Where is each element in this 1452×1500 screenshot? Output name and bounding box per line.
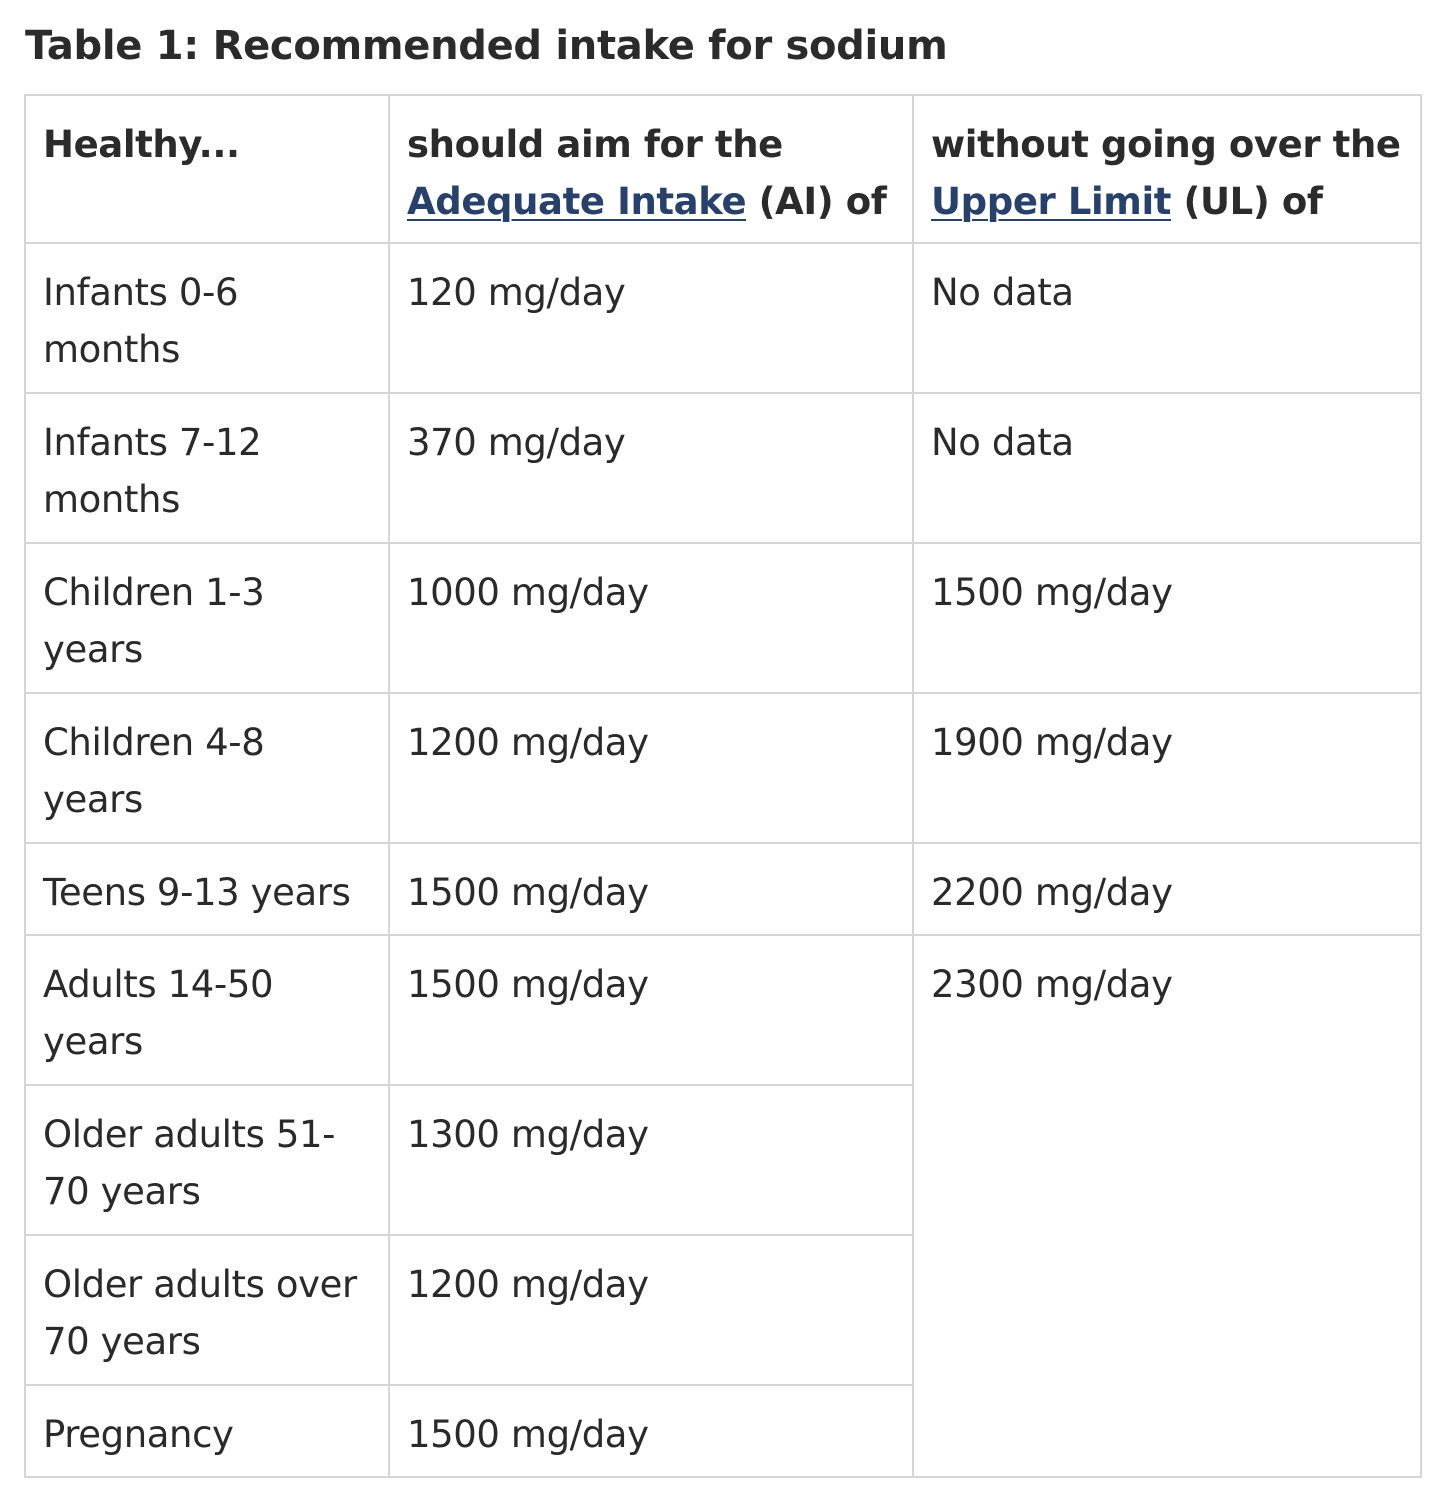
row-ul-cell: 1900 mg/day	[912, 692, 1422, 844]
row-group-cell: Children 1-3 years	[24, 542, 390, 694]
header-healthy-label: Healthy...	[43, 123, 240, 166]
table-row: Older adults 51-70 years 1300 mg/day	[24, 1084, 1421, 1236]
row-group-cell: Pregnancy	[24, 1384, 390, 1478]
table-row: Teens 9-13 years 1500 mg/day 2200 mg/day	[24, 842, 1422, 936]
table-row: Children 1-3 years 1000 mg/day 1500 mg/d…	[24, 542, 1422, 694]
row-ai-cell: 1200 mg/day	[388, 1234, 914, 1386]
adequate-intake-link[interactable]: Adequate Intake	[407, 180, 747, 223]
header-adequate-intake: should aim for the Adequate Intake (AI) …	[388, 94, 914, 244]
header-row: Healthy... should aim for the Adequate I…	[24, 94, 1422, 244]
row-ai-cell: 1300 mg/day	[388, 1084, 914, 1236]
table-row: Children 4-8 years 1200 mg/day 1900 mg/d…	[24, 692, 1422, 844]
table-title: Table 1: Recommended intake for sodium	[25, 23, 948, 69]
table-row: Older adults over 70 years 1200 mg/day	[24, 1234, 1421, 1386]
table-row: Adults 14-50 years 1500 mg/day 2300 mg/d…	[24, 934, 1422, 1478]
header-upper-limit: without going over the Upper Limit (UL) …	[912, 94, 1422, 244]
row-ai-cell: 370 mg/day	[388, 392, 914, 544]
row-ai-cell: 1500 mg/day	[388, 1384, 914, 1478]
row-group-cell: Older adults 51-70 years	[24, 1084, 390, 1236]
header-healthy: Healthy...	[24, 94, 390, 244]
header-ul-suffix: (UL) of	[1171, 180, 1323, 223]
table-row: Infants 7-12 months 370 mg/day No data	[24, 392, 1422, 544]
row-group-cell: Adults 14-50 years	[24, 934, 390, 1086]
row-ul-cell: 2200 mg/day	[912, 842, 1422, 936]
row-group-cell: Teens 9-13 years	[24, 842, 390, 936]
sodium-intake-table: Healthy... should aim for the Adequate I…	[24, 94, 1422, 1478]
row-group-cell: Older adults over 70 years	[24, 1234, 390, 1386]
header-ai-prefix: should aim for the	[407, 123, 783, 166]
table-row: Infants 0-6 months 120 mg/day No data	[24, 242, 1422, 394]
header-ai-suffix: (AI) of	[746, 180, 887, 223]
row-ul-cell: No data	[912, 392, 1422, 544]
row-group-cell: Infants 0-6 months	[24, 242, 390, 394]
row-ai-cell: 1500 mg/day	[388, 934, 914, 1086]
row-ul-cell: 1500 mg/day	[912, 542, 1422, 694]
row-ai-cell: 1000 mg/day	[388, 542, 914, 694]
row-ai-cell: 1200 mg/day	[388, 692, 914, 844]
header-ul-prefix: without going over the	[931, 123, 1401, 166]
row-ai-cell: 120 mg/day	[388, 242, 914, 394]
row-ul-cell: No data	[912, 242, 1422, 394]
row-group-cell: Infants 7-12 months	[24, 392, 390, 544]
row-group-cell: Children 4-8 years	[24, 692, 390, 844]
upper-limit-link[interactable]: Upper Limit	[931, 180, 1172, 223]
row-ul-cell-merged: 2300 mg/day	[912, 934, 1422, 1478]
row-ai-cell: 1500 mg/day	[388, 842, 914, 936]
table-row: Pregnancy 1500 mg/day	[24, 1384, 1421, 1478]
